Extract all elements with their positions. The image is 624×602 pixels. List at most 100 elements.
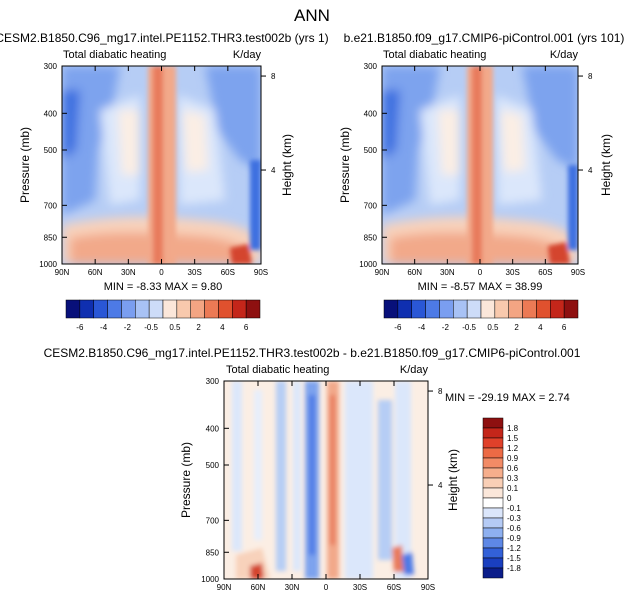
itcz-column-south [485, 80, 491, 260]
y-tick-label: 500 [44, 146, 58, 155]
x-tick-label: 30N [440, 268, 455, 277]
panel-control: b.e21.B1850.f09_g17.CMIP6-piControl.001 … [338, 31, 624, 293]
diff-lower-warm-peak [250, 563, 264, 579]
colorbar-label: 0.5 [487, 323, 499, 332]
variable-label: Total diabatic heating [383, 49, 486, 61]
diff-band-sh-pale [395, 381, 411, 579]
y-axis-label: Pressure (mb) [338, 127, 352, 203]
y2-tick-label: 8 [271, 72, 276, 81]
shared-colorbar: -6 -6 -4 -4 -2 -2 -0.5 -0.5 0.5 0.5 2 2 4 4 6 6 [65, 299, 579, 332]
field-blue-sh-region [522, 66, 578, 170]
min-max-stats: MIN = -8.57 MAX = 38.99 [418, 281, 543, 293]
colorbar-swatch [190, 299, 205, 319]
boundary-layer-peak-sh [548, 242, 570, 264]
y-tick-label: 850 [206, 548, 220, 557]
field-warm-nh [438, 110, 460, 175]
field-warm-sh [182, 110, 208, 172]
panel-difference: CESM2.B1850.C96_mg17.intel.PE1152.THR3.t… [44, 346, 581, 592]
boundary-layer-peak-sh [230, 244, 252, 264]
colorbar-swatch [383, 299, 399, 319]
y2-tick-label: 4 [588, 166, 593, 175]
colorbar-label: 2 [196, 323, 201, 332]
colorbar-swatch [508, 299, 523, 319]
colorbar-swatch [204, 299, 219, 319]
colorbar-swatch [482, 517, 504, 529]
figure-title: ANN [294, 6, 330, 25]
colorbar-swatch [482, 467, 504, 479]
colorbar-swatch [482, 507, 504, 519]
colorbar-swatch [482, 457, 504, 469]
colorbar-swatch [482, 447, 504, 459]
diff-band-blue-1 [276, 381, 286, 571]
difference-colorbar: 1.81.51.20.90.60.30.10-0.1-0.3-0.6-0.9-1… [482, 417, 521, 579]
colorbar-label: 0.5 [169, 323, 181, 332]
x-tick-label: 0 [478, 268, 483, 277]
colorbar-swatch [93, 299, 108, 319]
y-tick-label: 700 [364, 201, 378, 210]
colorbar-label: -0.5 [144, 323, 158, 332]
colorbar-label: -0.3 [507, 514, 521, 523]
min-max-stats: MIN = -8.33 MAX = 9.80 [104, 281, 223, 293]
y2-tick-label: 4 [271, 166, 276, 175]
colorbar-swatch [482, 527, 504, 539]
x-tick-label: 60N [251, 583, 266, 592]
diff-band-pale-1 [232, 381, 242, 551]
colorbar-label: 1.2 [507, 444, 519, 453]
colorbar-swatch [425, 299, 440, 319]
y2-axis-label: Height (km) [280, 134, 294, 196]
diff-band-blue-2 [293, 381, 301, 571]
colorbar-swatch [453, 299, 468, 319]
colorbar-swatch [482, 557, 504, 569]
colorbar-label: -0.1 [507, 504, 521, 513]
colorbar-swatch [79, 299, 94, 319]
colorbar-label: 2 [514, 323, 519, 332]
colorbar-label: -2 [442, 323, 450, 332]
colorbar-label: 1.8 [507, 424, 519, 433]
colorbar-label: -6 [394, 323, 402, 332]
diff-band-red-inner [330, 395, 335, 545]
colorbar-swatch [466, 299, 482, 319]
units-label: K/day [550, 49, 579, 61]
colorbar-swatch [65, 299, 81, 319]
variable-label: Total diabatic heating [226, 364, 329, 376]
units-label: K/day [233, 49, 262, 61]
y-tick-label: 400 [44, 109, 58, 118]
diff-band-sh-blue-2 [378, 400, 392, 560]
colorbar-swatch [522, 299, 537, 319]
field-blue-nh-core [382, 90, 400, 160]
colorbar-swatch [482, 537, 504, 549]
colorbar-swatch [482, 437, 504, 449]
colorbar-label: -0.5 [462, 323, 476, 332]
colorbar-label: -0.6 [507, 524, 521, 533]
units-label: K/day [400, 364, 429, 376]
heatmap-field [224, 381, 428, 579]
y2-axis-label: Height (km) [599, 134, 613, 196]
colorbar-label: 6 [244, 323, 249, 332]
colorbar-swatch [218, 299, 233, 319]
heatmap-field [382, 66, 578, 264]
diff-band-blue-core-2 [309, 395, 315, 555]
itcz-column-south [166, 80, 172, 260]
y-tick-label: 700 [206, 516, 220, 525]
colorbar-swatch [482, 417, 504, 429]
run-title: CESM2.B1850.C96_mg17.intel.PE1152.THR3.t… [0, 31, 329, 45]
colorbar-swatch [482, 547, 504, 559]
colorbar-swatch [494, 299, 509, 319]
axes: 90N 60N 30N 0 30S 60S 90S 300 400 500 700 850 1000 8 4 [39, 62, 276, 277]
y-tick-label: 700 [44, 201, 58, 210]
colorbar-swatch [480, 299, 496, 319]
x-tick-label: 0 [159, 268, 164, 277]
y-tick-label: 1000 [39, 260, 57, 269]
x-tick-label: 30S [506, 268, 520, 277]
run-title: CESM2.B1850.C96_mg17.intel.PE1152.THR3.t… [44, 346, 581, 360]
colorbar-label: 0.1 [507, 484, 519, 493]
colorbar-swatch [121, 299, 136, 319]
colorbar-swatch [232, 299, 247, 319]
colorbar-swatch [148, 299, 164, 319]
y-axis-label: Pressure (mb) [18, 127, 32, 203]
sh-polar-cooling [250, 160, 261, 250]
colorbar-swatch [482, 567, 504, 579]
colorbar-label: -2 [124, 323, 132, 332]
colorbar-swatch [482, 497, 504, 509]
